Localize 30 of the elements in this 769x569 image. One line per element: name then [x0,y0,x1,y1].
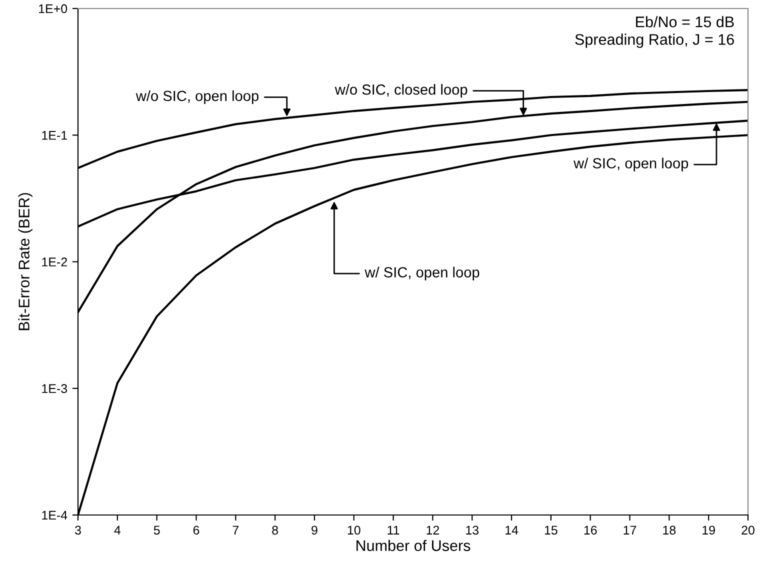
x-tick-label: 16 [584,526,597,535]
y-tick-label: 1E-2 [42,258,67,266]
x-tick-label: 6 [193,526,200,535]
x-tick-label: 17 [624,526,636,534]
x-tick-label: 11 [388,526,400,534]
x-axis-title: Number of Users [356,540,470,552]
x-tick-label: 10 [348,526,360,535]
x-tick-label: 12 [426,526,440,534]
y-axis-title: Bit-Error Rate (BER) [18,193,32,330]
y-tick-label: 1E-3 [42,384,68,394]
x-tick-label: 7 [232,526,238,534]
x-tick-label: 15 [544,526,558,535]
y-tick-label: 1E-1 [42,131,67,140]
x-tick-label: 20 [742,526,754,535]
x-tick-label: 9 [312,526,318,535]
x-tick-label: 4 [114,526,121,534]
x-tick-label: 13 [466,526,479,535]
x-tick-label: 3 [75,526,81,535]
annotation: Eb/No = 15 dB Spreading Ratio, J = 16 [575,16,734,48]
annotation: w/ SIC, open loop [364,266,480,280]
annotation: w/ SIC, open loop [574,158,688,172]
annotation: w/o SIC, open loop [136,90,258,104]
x-tick-label: 19 [702,526,715,535]
annotation: w/o SIC, closed loop [334,84,468,98]
y-tick-label: 1E+0 [38,4,68,14]
x-tick-label: 18 [663,526,676,535]
x-tick-label: 8 [272,526,278,535]
x-tick-label: 14 [506,526,518,534]
y-tick-label: 1E-4 [42,510,68,520]
x-tick-label: 5 [154,526,160,535]
